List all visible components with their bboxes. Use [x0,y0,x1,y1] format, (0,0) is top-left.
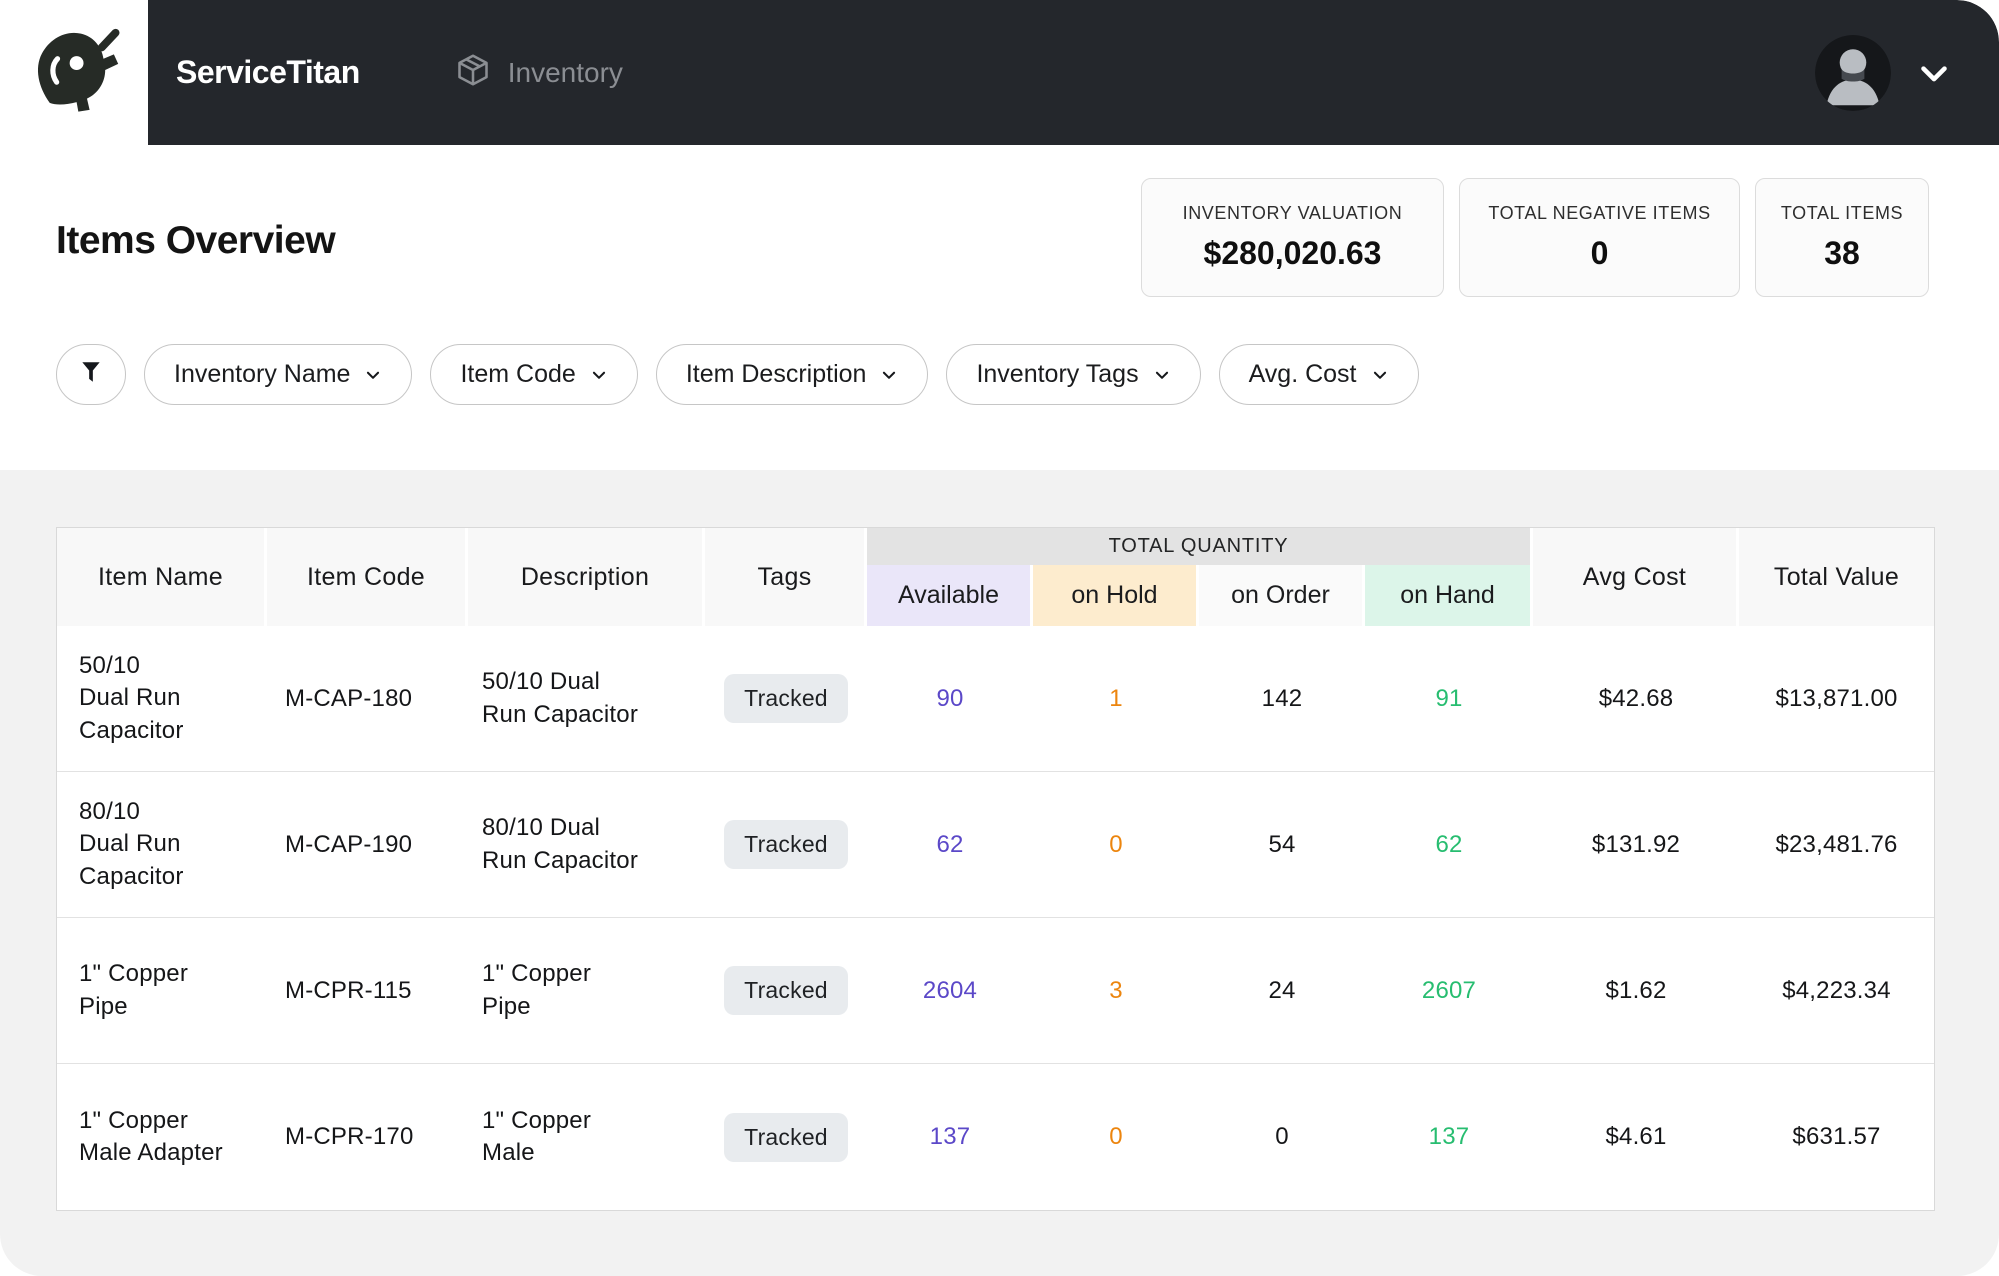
cell-total_value: $13,871.00 [1739,626,1934,772]
cell-on_hand: 62 [1365,772,1533,918]
tag-chip: Tracked [724,966,848,1015]
cell-on_hold: 3 [1033,918,1199,1064]
topbar: ServiceTitan Inventory [0,0,1999,145]
cell-on_order: 24 [1199,918,1365,1064]
stat-value: 0 [1590,235,1609,271]
cell-on_order: 142 [1199,626,1365,772]
filter-pill-item-description[interactable]: Item Description [655,344,929,405]
column-header-description: Description [468,528,705,626]
cell-on_hold: 0 [1033,1064,1199,1210]
tag-chip: Tracked [724,674,848,723]
cell-tag: Tracked [705,772,867,918]
cell-name: 50/10 Dual Run Capacitor [57,626,267,772]
stat-card-inventory-valuation: INVENTORY VALUATION $280,020.63 [1141,178,1444,297]
cell-name: 80/10 Dual Run Capacitor [57,772,267,918]
subcolumn-header-on-hold: on Hold [1033,565,1199,626]
stat-label: TOTAL NEGATIVE ITEMS [1488,203,1711,223]
filter-row: Inventory Name Item Code Item Descriptio… [56,344,1929,405]
filter-pill-avg-cost[interactable]: Avg. Cost [1218,344,1419,405]
cell-code: M-CPR-115 [267,918,468,1064]
stat-card-total-items: TOTAL ITEMS 38 [1755,178,1929,297]
cell-avg_cost: $42.68 [1533,626,1739,772]
chevron-down-icon [1373,371,1386,379]
chevron-down-icon [367,371,380,379]
avatar[interactable] [1815,34,1891,111]
cell-on_hold: 0 [1033,772,1199,918]
cell-code: M-CAP-190 [267,772,468,918]
stats-cards: INVENTORY VALUATION $280,020.63 TOTAL NE… [1141,178,1929,297]
cell-name: 1" Copper Male Adapter [57,1064,267,1210]
column-header-avg-cost: Avg Cost [1533,528,1739,626]
cell-tag: Tracked [705,626,867,772]
stat-label: TOTAL ITEMS [1780,203,1904,223]
tag-chip: Tracked [724,820,848,869]
company-logo[interactable] [0,0,148,145]
cell-avg_cost: $4.61 [1533,1064,1739,1210]
cell-description: 50/10 Dual Run Capacitor [468,626,705,772]
table-section: Item Name Item Code Description Tags TOT… [0,470,1999,1276]
page-header-section: Items Overview INVENTORY VALUATION $280,… [0,145,1999,470]
column-header-item-name: Item Name [57,528,267,626]
column-header-total-value: Total Value [1739,528,1934,626]
stat-value: 38 [1824,235,1860,271]
cell-tag: Tracked [705,918,867,1064]
quantity-group-header: TOTAL QUANTITY [867,528,1533,565]
tag-chip: Tracked [724,1112,848,1162]
funnel-filter-icon [78,359,104,390]
brand-text: ServiceTitan [176,54,360,90]
package-icon [455,52,491,93]
cell-on_hand: 91 [1365,626,1533,772]
ram-mascot-icon [22,14,126,131]
cell-on_hand: 137 [1365,1064,1533,1210]
pill-label: Avg. Cost [1248,360,1357,388]
filter-pill-inventory-tags[interactable]: Inventory Tags [946,344,1201,405]
chevron-down-icon [883,371,896,379]
cell-on_hold: 1 [1033,626,1199,772]
pill-label: Item Description [685,360,867,388]
chevron-down-icon [1155,371,1168,379]
stat-card-total-negative-items: TOTAL NEGATIVE ITEMS 0 [1459,178,1740,297]
cell-available: 90 [867,626,1033,772]
column-header-tags: Tags [705,528,867,626]
cell-total_value: $4,223.34 [1739,918,1934,1064]
chevron-down-icon [592,371,605,379]
items-table: Item Name Item Code Description Tags TOT… [56,527,1935,1211]
cell-code: M-CPR-170 [267,1064,468,1210]
cell-on_order: 0 [1199,1064,1365,1210]
account-menu-chevron-down-icon[interactable] [1913,52,1955,94]
filter-pill-item-code[interactable]: Item Code [430,344,638,405]
cell-name: 1" Copper Pipe [57,918,267,1064]
topbar-main: ServiceTitan Inventory [148,0,1999,145]
cell-avg_cost: $131.92 [1533,772,1739,918]
stat-value: $280,020.63 [1203,235,1382,271]
subcolumn-header-on-order: on Order [1199,565,1365,626]
cell-description: 1" Copper Male [468,1064,705,1210]
cell-tag: Tracked [705,1064,867,1210]
cell-available: 137 [867,1064,1033,1210]
cell-total_value: $23,481.76 [1739,772,1934,918]
subcolumn-header-available: Available [867,565,1033,626]
cell-code: M-CAP-180 [267,626,468,772]
cell-available: 62 [867,772,1033,918]
cell-total_value: $631.57 [1739,1064,1934,1210]
cell-on_order: 54 [1199,772,1365,918]
cell-avg_cost: $1.62 [1533,918,1739,1064]
page-title: Items Overview [56,219,336,262]
pill-label: Inventory Tags [976,360,1139,388]
subcolumn-header-on-hand: on Hand [1365,565,1533,626]
pill-label: Inventory Name [174,360,351,388]
nav-inventory[interactable]: Inventory [455,52,623,93]
cell-on_hand: 2607 [1365,918,1533,1064]
cell-description: 80/10 Dual Run Capacitor [468,772,705,918]
stat-label: INVENTORY VALUATION [1182,203,1403,223]
column-header-item-code: Item Code [267,528,468,626]
filter-button[interactable] [56,344,126,405]
nav-label: Inventory [507,56,623,88]
filter-pill-inventory-name[interactable]: Inventory Name [144,344,413,405]
cell-available: 2604 [867,918,1033,1064]
cell-description: 1" Copper Pipe [468,918,705,1064]
pill-label: Item Code [460,360,576,388]
